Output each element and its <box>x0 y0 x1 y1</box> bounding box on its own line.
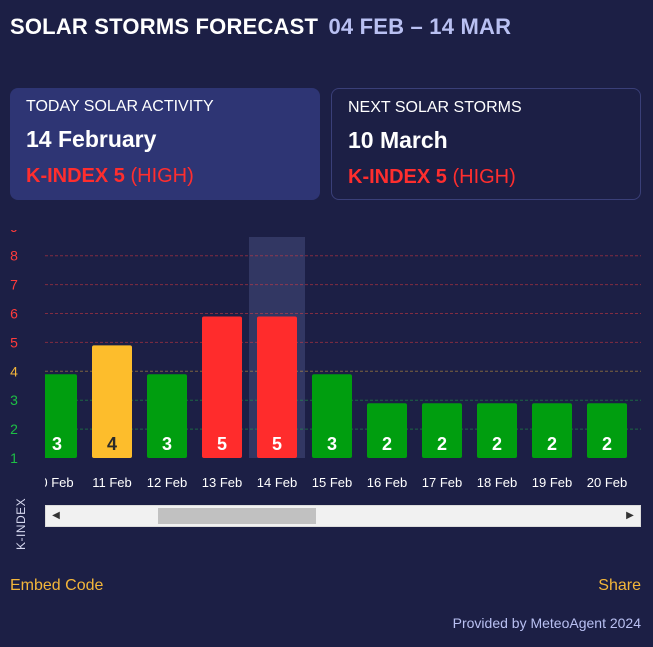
bar-value-label: 2 <box>437 434 447 454</box>
provider-credit: Provided by MeteoAgent 2024 <box>452 615 641 631</box>
bar-value-label: 2 <box>382 434 392 454</box>
bar[interactable] <box>92 345 132 458</box>
y-tick-label: 7 <box>10 277 18 293</box>
y-tick-label: 2 <box>10 421 18 437</box>
x-tick-label: 19 Feb <box>532 475 572 490</box>
bar[interactable] <box>587 403 627 458</box>
next-card-kindex: K-INDEX 5 (HIGH) <box>348 166 624 189</box>
bar[interactable] <box>532 403 572 458</box>
share-link[interactable]: Share <box>598 577 641 594</box>
y-tick-label: 9 <box>10 230 18 235</box>
today-card-kindex: K-INDEX 5 (HIGH) <box>26 165 304 188</box>
title-text: SOLAR STORMS FORECAST <box>10 14 319 39</box>
scroll-right-icon[interactable]: ▶ <box>626 510 634 521</box>
bar[interactable] <box>367 403 407 458</box>
next-card-date: 10 March <box>348 127 448 153</box>
y-tick-label: 5 <box>10 334 18 350</box>
x-tick-label: 11 Feb <box>92 475 132 490</box>
x-tick-label: 17 Feb <box>422 475 462 490</box>
today-kindex-level: (HIGH) <box>130 165 194 187</box>
x-tick-label: 13 Feb <box>202 475 242 490</box>
bar-value-label: 2 <box>547 434 557 454</box>
scroll-thumb[interactable] <box>158 508 316 524</box>
next-kindex-level: (HIGH) <box>452 166 516 188</box>
bar-value-label: 5 <box>272 434 282 454</box>
y-axis-label: K-INDEX <box>14 497 28 550</box>
bar[interactable] <box>202 316 242 459</box>
bar-value-label: 2 <box>492 434 502 454</box>
page-title: SOLAR STORMS FORECAST 04 FEB – 14 MAR <box>10 14 511 40</box>
scroll-left-icon[interactable]: ◀ <box>52 510 60 521</box>
bar[interactable] <box>37 374 77 458</box>
bar[interactable] <box>422 403 462 458</box>
y-tick-label: 6 <box>10 306 18 322</box>
x-tick-label: 12 Feb <box>147 475 187 490</box>
x-tick-label: 18 Feb <box>477 475 517 490</box>
embed-code-link[interactable]: Embed Code <box>10 577 104 594</box>
next-storms-card: NEXT SOLAR STORMS 10 March K-INDEX 5 (HI… <box>331 88 641 200</box>
x-tick-label: 0 Feb <box>40 475 73 490</box>
bar[interactable] <box>312 374 352 458</box>
today-card-date: 14 February <box>26 126 157 152</box>
bar-value-label: 4 <box>107 434 117 454</box>
today-activity-card: TODAY SOLAR ACTIVITY 14 February K-INDEX… <box>10 88 320 200</box>
next-card-label: NEXT SOLAR STORMS <box>348 99 522 116</box>
y-tick-label: 8 <box>10 248 18 264</box>
bar[interactable] <box>477 403 517 458</box>
bar-value-label: 3 <box>327 434 337 454</box>
bar-value-label: 2 <box>602 434 612 454</box>
x-tick-label: 14 Feb <box>257 475 297 490</box>
date-range: 04 FEB – 14 MAR <box>328 14 512 39</box>
bar-value-label: 3 <box>52 434 62 454</box>
bars-group: 3 0 Feb 4 11 Feb 3 12 Feb 5 13 Feb 5 14 Feb 3 15 Fe… <box>37 316 627 490</box>
x-tick-label: 16 Feb <box>367 475 407 490</box>
x-tick-label: 15 Feb <box>312 475 352 490</box>
x-tick-label: 20 Feb <box>587 475 627 490</box>
bar[interactable] <box>257 316 297 459</box>
today-card-label: TODAY SOLAR ACTIVITY <box>26 98 214 115</box>
y-tick-label: 4 <box>10 363 18 379</box>
kindex-bar-chart: 1 2 3 4 5 6 7 8 9 3 0 Feb 4 11 Feb 3 12 Feb 5 13 Feb 5 14 … <box>10 230 641 490</box>
bar-value-label: 3 <box>162 434 172 454</box>
bar-value-label: 5 <box>217 434 227 454</box>
next-kindex-value: K-INDEX 5 <box>348 166 447 188</box>
bar[interactable] <box>147 374 187 458</box>
today-kindex-value: K-INDEX 5 <box>26 165 125 187</box>
chart-scrollbar[interactable]: ◀ ▶ <box>45 505 641 527</box>
y-tick-label: 1 <box>10 450 18 466</box>
y-tick-label: 3 <box>10 392 18 408</box>
